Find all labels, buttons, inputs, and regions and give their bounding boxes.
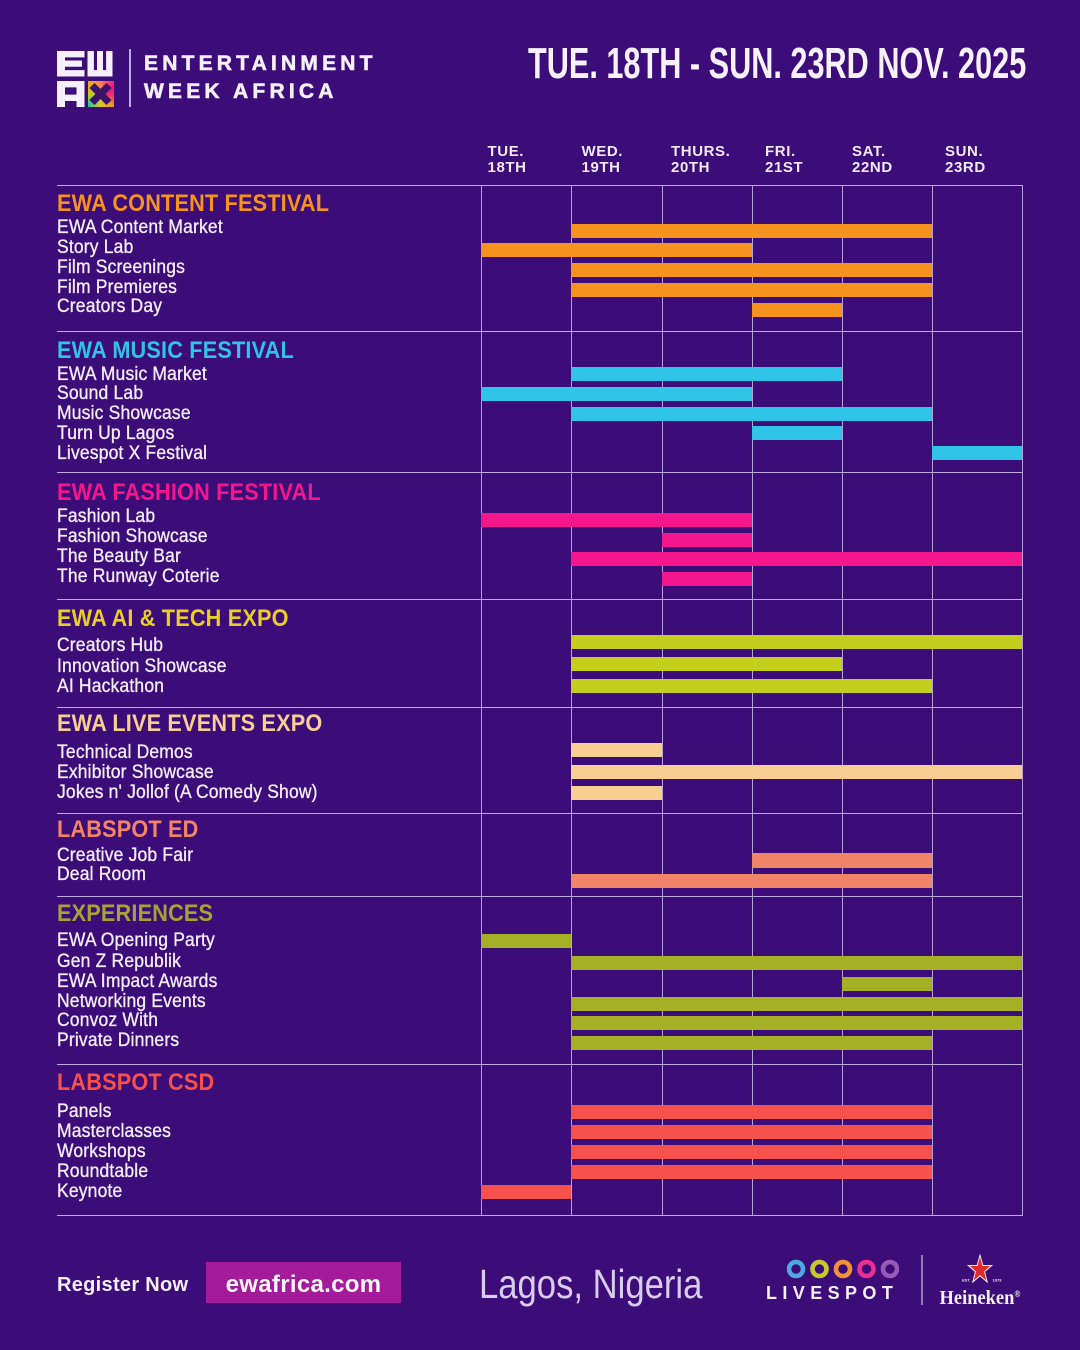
svg-text:1873: 1873 — [993, 1278, 1003, 1283]
svg-text:EST.: EST. — [962, 1278, 970, 1283]
